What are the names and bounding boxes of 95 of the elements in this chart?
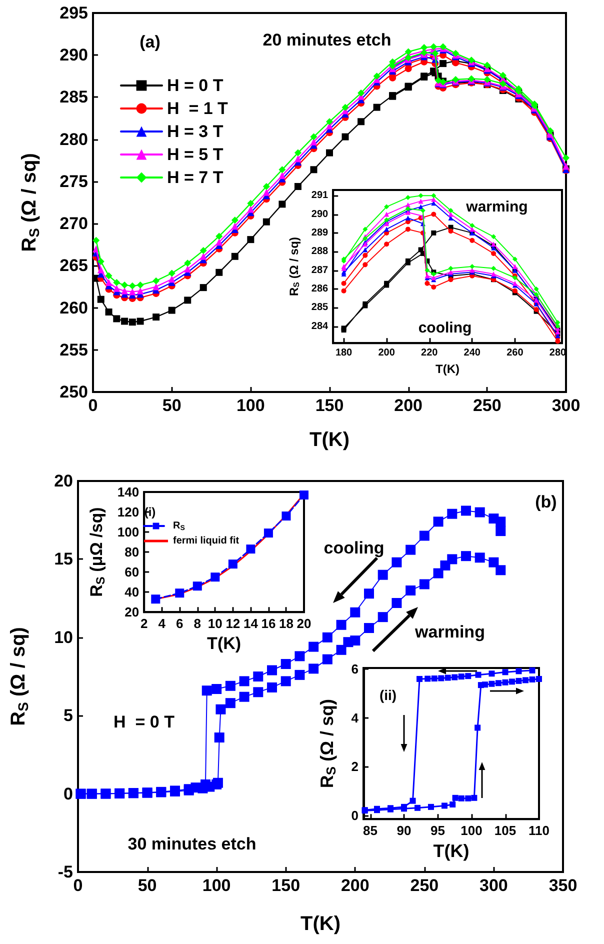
y-tick-label: 15: [54, 550, 73, 569]
y-tick-label: 255: [60, 340, 88, 360]
y-tick-label: 5: [64, 706, 73, 726]
y-tick-label: 265: [60, 256, 88, 276]
x-tick-label: 200: [394, 396, 423, 415]
x-tick-label: 100: [460, 823, 482, 838]
y-tick-label: 0: [64, 784, 73, 804]
x-tick-label: 10: [208, 616, 222, 632]
x-tick-label: 100: [236, 396, 265, 415]
x-tick-label: 8: [194, 616, 202, 632]
y-tick-label: 287: [311, 264, 329, 276]
x-tick-label: 90: [396, 823, 412, 838]
x-tick-label: 220: [421, 348, 438, 359]
x-axis-title: T(K): [300, 913, 340, 935]
annotation: warming: [414, 622, 485, 642]
y-tick-label: 295: [60, 4, 88, 22]
x-tick-label: 16: [261, 616, 276, 632]
y-tick-label: 250: [60, 382, 88, 402]
annotation: (b): [535, 492, 557, 512]
y-tick-label: 20: [124, 604, 140, 620]
annotation: (ii): [379, 687, 397, 703]
y-tick-label: 100: [117, 524, 140, 540]
x-tick-label: 250: [410, 876, 439, 895]
y-tick-label: 285: [60, 88, 88, 107]
y-axis-title: RS (Ω / sq): [287, 237, 301, 296]
y-tick-label: 80: [124, 544, 140, 560]
x-tick-label: 250: [472, 396, 502, 415]
x-tick-label: 150: [272, 876, 300, 895]
x-tick-label: 85: [363, 823, 378, 838]
legend-label: H = 0 T: [167, 76, 224, 95]
x-tick-label: 240: [464, 348, 481, 359]
x-tick-label: 100: [202, 876, 231, 895]
y-tick-label: 6: [351, 662, 358, 677]
x-tick-label: 20: [296, 616, 312, 632]
x-tick-label: 95: [430, 823, 445, 838]
y-tick-label: -5: [58, 862, 73, 882]
x-tick-label: 260: [506, 348, 524, 359]
y-tick-label: 270: [60, 214, 88, 234]
y-tick-label: 290: [311, 208, 329, 220]
annotation: H = 0 T: [114, 712, 176, 732]
x-tick-label: 180: [335, 348, 353, 359]
y-tick-label: 290: [60, 46, 88, 65]
annotation: cooling: [418, 320, 472, 336]
y-tick-label: 40: [124, 584, 140, 600]
y-tick-label: 286: [311, 283, 329, 294]
y-axis-title: RS (μΩ /sq): [87, 507, 108, 597]
x-tick-label: 12: [226, 616, 240, 632]
y-axis-title: RS (Ω / sq): [18, 153, 42, 252]
x-tick-label: 4: [158, 616, 166, 632]
y-tick-label: 288: [311, 246, 329, 258]
x-tick-label: 6: [176, 616, 184, 632]
annotation: (i): [144, 505, 156, 519]
x-tick-label: 200: [340, 876, 370, 895]
x-axis-title: T(K): [310, 429, 350, 451]
x-tick-label: 105: [494, 823, 516, 838]
x-tick-label: 50: [162, 396, 182, 415]
y-tick-label: 60: [124, 564, 140, 580]
y-tick-label: 280: [60, 130, 88, 149]
y-tick-label: 284: [311, 320, 329, 332]
y-tick-label: 275: [60, 172, 88, 191]
annotation: (a): [140, 32, 160, 52]
legend-label: fermi liquid fit: [173, 536, 240, 546]
y-tick-label: 20: [54, 472, 73, 490]
x-tick-label: 14: [243, 616, 259, 632]
x-tick-label: 18: [279, 616, 294, 632]
legend-label: H = 3 T: [167, 122, 224, 141]
y-tick-label: 291: [311, 190, 329, 202]
x-tick-label: 300: [480, 876, 508, 895]
legend-label: H = 5 T: [167, 145, 224, 164]
x-tick-label: 50: [138, 876, 157, 895]
x-axis-title: T(K): [433, 841, 470, 861]
y-tick-label: 260: [60, 298, 88, 318]
annotation: 30 minutes etch: [128, 834, 256, 854]
y-tick-label: 2: [351, 759, 358, 774]
x-tick-label: 280: [549, 348, 566, 359]
annotation: cooling: [324, 538, 384, 558]
x-tick-label: 350: [548, 876, 578, 895]
y-tick-label: 289: [311, 227, 329, 238]
y-axis-title: RS (Ω / sq): [317, 698, 338, 788]
x-tick-label: 200: [378, 348, 396, 359]
y-tick-label: 4: [351, 710, 360, 726]
y-tick-label: 120: [117, 504, 140, 520]
x-tick-label: 300: [552, 396, 580, 415]
annotation: warming: [465, 198, 528, 216]
y-tick-label: 285: [311, 302, 329, 314]
y-tick-label: 0: [351, 808, 358, 823]
x-axis-title: T(K): [436, 362, 460, 376]
x-tick-label: 110: [528, 823, 550, 838]
legend-label: H = 7 T: [167, 168, 224, 187]
y-axis-title: RS (Ω / sq): [8, 627, 31, 726]
x-axis-title: T(K): [207, 634, 242, 653]
annotation: 20 minutes etch: [262, 30, 392, 50]
x-tick-label: 150: [315, 396, 344, 415]
y-tick-label: 140: [117, 484, 140, 500]
legend-label: H = 1 T: [167, 99, 229, 118]
